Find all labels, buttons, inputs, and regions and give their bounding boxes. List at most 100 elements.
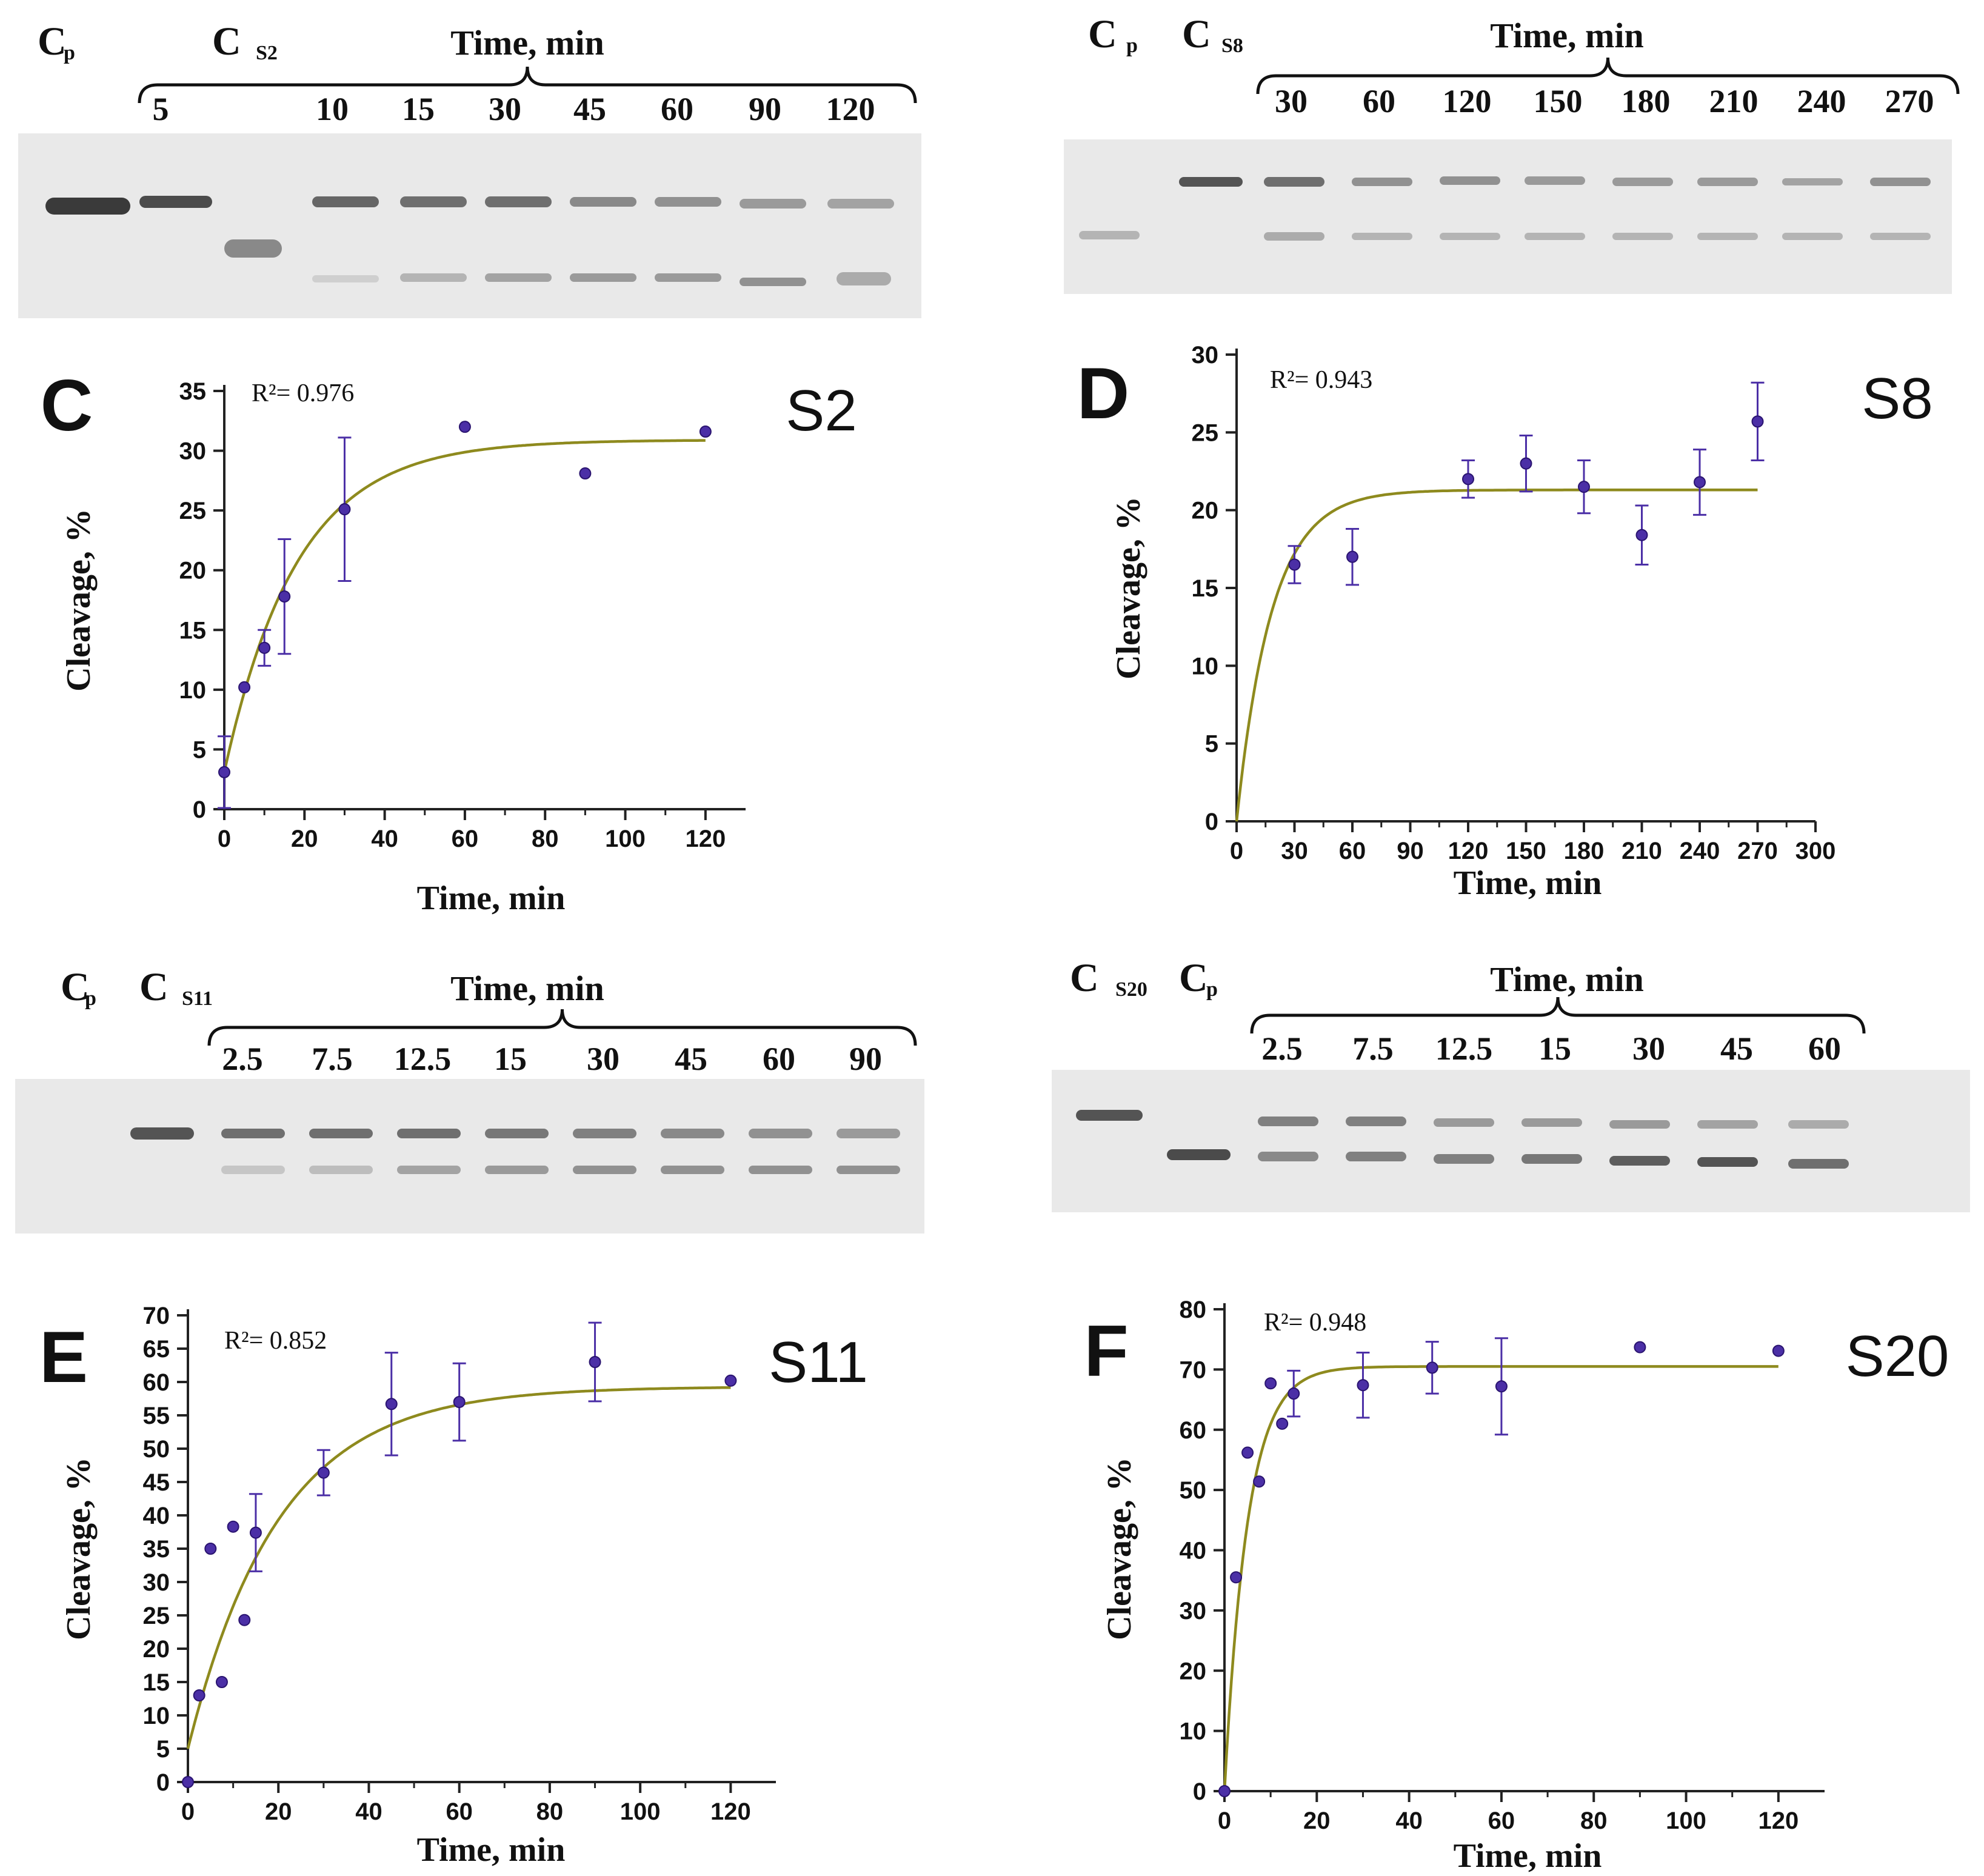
chart-series-name: S8 bbox=[1862, 366, 1932, 431]
gel-band bbox=[655, 197, 721, 207]
x-tick-label: 180 bbox=[1564, 838, 1605, 864]
gel-lane-label: 150 bbox=[1534, 83, 1583, 119]
data-point bbox=[1288, 558, 1301, 571]
gel-time-label: Time, min bbox=[1490, 16, 1644, 55]
data-point bbox=[218, 766, 230, 778]
gel-band bbox=[1525, 233, 1585, 240]
gel-lane-label: 45 bbox=[675, 1041, 707, 1077]
gel-time-label: Time, min bbox=[450, 969, 604, 1008]
gel-lane-label: 60 bbox=[1363, 83, 1395, 119]
x-tick-label: 60 bbox=[1339, 838, 1366, 864]
gel-band bbox=[485, 273, 552, 282]
gel-header-label: C bbox=[1182, 12, 1211, 56]
x-axis-title: Time, min bbox=[1454, 1837, 1602, 1875]
gel-header-label: p bbox=[64, 42, 75, 64]
gel-lane-label: 240 bbox=[1797, 83, 1846, 119]
y-tick-label: 70 bbox=[1180, 1357, 1207, 1383]
data-point bbox=[458, 421, 471, 433]
gel-lane-label: 7.5 bbox=[312, 1041, 353, 1077]
y-tick-label: 65 bbox=[143, 1336, 170, 1363]
gel-band bbox=[1521, 1154, 1582, 1164]
gel-lane-label: 90 bbox=[749, 91, 781, 127]
gel-band bbox=[1782, 233, 1843, 240]
gel-band bbox=[1258, 1152, 1318, 1161]
gel-lane-label: 60 bbox=[763, 1041, 795, 1077]
gel-band bbox=[837, 272, 891, 285]
gel-panel-S20: C S20 Cp Time, min 2.5 7.5 12.5 15 30 45 60 bbox=[1052, 956, 1970, 1212]
x-axis-title: Time, min bbox=[1454, 864, 1602, 902]
chart-series-name: S2 bbox=[786, 378, 857, 443]
gel-band bbox=[139, 196, 212, 208]
x-tick-label: 80 bbox=[532, 826, 559, 852]
gel-lane-label: 15 bbox=[494, 1041, 527, 1077]
gel-band bbox=[1434, 1154, 1494, 1164]
y-tick-label: 25 bbox=[143, 1603, 170, 1629]
gel-band bbox=[1264, 177, 1324, 187]
data-point bbox=[1495, 1380, 1508, 1393]
data-point bbox=[1276, 1417, 1289, 1430]
data-point bbox=[1635, 529, 1648, 541]
x-tick-label: 120 bbox=[1758, 1808, 1799, 1834]
data-point bbox=[1426, 1361, 1438, 1374]
gel-header-label: S8 bbox=[1221, 35, 1243, 57]
gel-header-label: S2 bbox=[256, 42, 278, 64]
y-tick-label: 30 bbox=[179, 438, 207, 465]
y-tick-label: 30 bbox=[1180, 1598, 1207, 1624]
x-tick-label: 300 bbox=[1795, 838, 1836, 864]
gel-lane-label: 120 bbox=[1443, 83, 1492, 119]
gel-band bbox=[1697, 1157, 1758, 1167]
gel-band bbox=[740, 199, 806, 209]
y-tick-label: 10 bbox=[1180, 1718, 1207, 1745]
gel-band bbox=[1076, 1110, 1143, 1121]
gel-band bbox=[309, 1166, 373, 1174]
r-squared-label: R²= 0.976 bbox=[252, 379, 354, 407]
gel-header-label: p bbox=[1206, 978, 1218, 1001]
gel-band bbox=[1609, 1156, 1670, 1166]
gel-band bbox=[661, 1129, 724, 1138]
fit-curve bbox=[222, 439, 706, 773]
gel-band bbox=[1440, 233, 1500, 240]
gel-band bbox=[485, 1129, 549, 1138]
y-tick-label: 25 bbox=[179, 498, 207, 524]
gel-band bbox=[1079, 231, 1140, 239]
chart-S11: 0 5 10 15 20 25 30 35 40 45 50 55 60 65 70 0 20 40 60 80 100… bbox=[39, 1303, 868, 1869]
y-tick-label: 60 bbox=[1180, 1417, 1207, 1444]
gel-band bbox=[312, 275, 379, 282]
x-axis-title: Time, min bbox=[417, 880, 566, 917]
data-point bbox=[724, 1374, 737, 1387]
r-squared-label: R²= 0.852 bbox=[224, 1327, 327, 1355]
x-tick-label: 20 bbox=[291, 826, 318, 852]
gel-band bbox=[1612, 178, 1673, 186]
gel-header-label: C bbox=[1088, 12, 1117, 56]
gel-header-label: C bbox=[61, 965, 90, 1009]
gel-band bbox=[1697, 233, 1758, 240]
gel-lane-label: 12.5 bbox=[1435, 1030, 1493, 1067]
data-point bbox=[1694, 476, 1706, 489]
gel-band bbox=[827, 199, 894, 209]
data-point bbox=[1520, 457, 1532, 470]
x-tick-label: 40 bbox=[1395, 1808, 1423, 1834]
panel-letter: F bbox=[1084, 1310, 1128, 1392]
x-tick-label: 100 bbox=[620, 1798, 661, 1825]
y-tick-label: 80 bbox=[1180, 1297, 1207, 1323]
gel-lane-label: 60 bbox=[661, 91, 693, 127]
gel-lane-label: 30 bbox=[1632, 1030, 1665, 1067]
data-point bbox=[1578, 481, 1590, 493]
x-tick-label: 240 bbox=[1680, 838, 1720, 864]
gel-lane-label: 5 bbox=[153, 91, 169, 127]
y-tick-label: 5 bbox=[156, 1736, 170, 1763]
gel-band bbox=[221, 1129, 285, 1138]
data-point bbox=[1357, 1379, 1369, 1392]
gel-band bbox=[485, 1166, 549, 1174]
gel-lane-label: 90 bbox=[849, 1041, 882, 1077]
gel-band bbox=[221, 1166, 285, 1174]
gel-band bbox=[837, 1166, 900, 1174]
chart-series-name: S11 bbox=[769, 1330, 868, 1395]
gel-image bbox=[1052, 1070, 1970, 1212]
time-brace bbox=[1256, 57, 1960, 95]
x-tick-label: 0 bbox=[1218, 1808, 1231, 1834]
gel-band bbox=[1788, 1159, 1849, 1169]
gel-band bbox=[309, 1129, 373, 1138]
data-point bbox=[258, 641, 271, 654]
